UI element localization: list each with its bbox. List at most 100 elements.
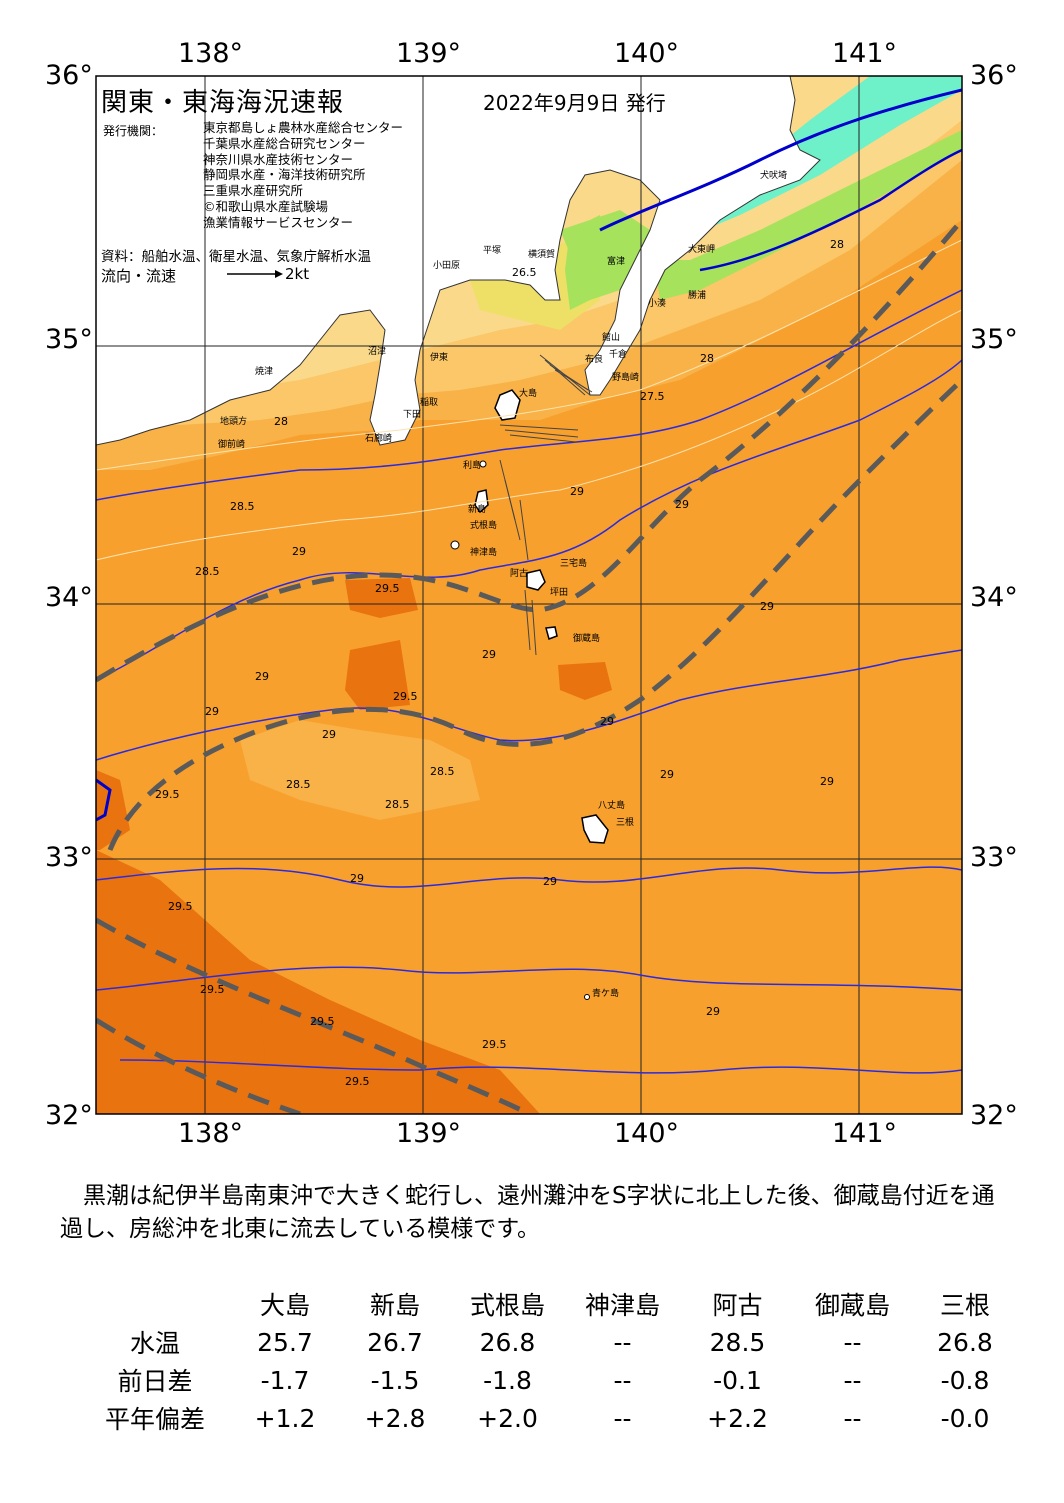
temperature-table: 大島 新島 式根島 神津島 阿古 御蔵島 三根 水温 25.7 26.7 26.… bbox=[80, 1285, 1020, 1437]
land-aogashima bbox=[584, 994, 590, 1000]
lon-tick-141-top: 141° bbox=[832, 38, 898, 69]
lat-tick-36-left: 36° bbox=[45, 60, 93, 91]
issue-date: 2022年9月9日 発行 bbox=[483, 91, 666, 115]
sea-29.5-patch-3 bbox=[558, 662, 612, 700]
table-row: 前日差 -1.7 -1.5 -1.8 -- -0.1 -- -0.8 bbox=[80, 1361, 1020, 1399]
contour-label: 28 bbox=[830, 238, 844, 251]
lat-tick-33-right: 33° bbox=[970, 842, 1018, 873]
place-label: 御蔵島 bbox=[573, 632, 600, 644]
flow-scale-value: 2kt bbox=[285, 265, 310, 283]
contour-label: 29 bbox=[660, 768, 674, 781]
place-label: 大島 bbox=[519, 387, 537, 399]
sea-29.5-patch-4 bbox=[260, 1010, 390, 1100]
contour-label: 29 bbox=[570, 485, 584, 498]
issuer-item: 漁業情報サービスセンター bbox=[203, 214, 354, 230]
contour-label: 29.5 bbox=[310, 1015, 335, 1028]
lat-tick-34-left: 34° bbox=[45, 582, 93, 613]
place-label: 大東岬 bbox=[688, 243, 715, 255]
table-cell: -- bbox=[613, 1327, 632, 1357]
place-label: 坪田 bbox=[550, 587, 568, 598]
contour-label: 29 bbox=[322, 728, 336, 741]
table-row: 平年偏差 +1.2 +2.8 +2.0 -- +2.2 -- -0.0 bbox=[80, 1399, 1020, 1437]
lat-tick-35-right: 35° bbox=[970, 324, 1018, 355]
contour-label: 29 bbox=[482, 648, 496, 661]
land-tokyo-bay-water bbox=[565, 215, 605, 310]
issuer-item: 静岡県水産・海洋技術研究所 bbox=[203, 167, 366, 183]
lat-tick-34-right: 34° bbox=[970, 582, 1018, 613]
place-label: 沼津 bbox=[368, 346, 386, 357]
contour-label: 29.5 bbox=[482, 1038, 507, 1051]
sea-29.5-patch-1 bbox=[345, 578, 418, 618]
table-cell: +1.2 bbox=[254, 1403, 316, 1433]
table-cell: 26.8 bbox=[937, 1327, 993, 1357]
contour-label: 29 bbox=[820, 775, 834, 788]
land-miyakejima bbox=[526, 569, 546, 591]
table-cell: -- bbox=[843, 1365, 862, 1395]
column-header: 阿古 bbox=[712, 1291, 763, 1320]
table-cell: -1.7 bbox=[260, 1365, 310, 1395]
table-cell: +2.0 bbox=[477, 1403, 538, 1433]
contour-label: 29 bbox=[292, 545, 306, 558]
lat-tick-35-left: 35° bbox=[45, 324, 93, 355]
flow-legend-label: 流向・流速 bbox=[101, 267, 177, 285]
table-cell: 26.7 bbox=[367, 1327, 423, 1357]
lat-tick-36-right: 36° bbox=[970, 60, 1018, 91]
sea-29.5-zone-west bbox=[96, 770, 130, 850]
table-cell: -0.0 bbox=[940, 1403, 990, 1433]
contour-label: 29 bbox=[255, 670, 269, 683]
lon-tick-139-bottom: 139° bbox=[396, 1118, 462, 1149]
minor-isotherms bbox=[96, 239, 962, 561]
place-label: 平塚 bbox=[483, 245, 501, 256]
issuer-item: 三重県水産研究所 bbox=[203, 183, 304, 199]
place-label: 石廊崎 bbox=[365, 432, 392, 444]
place-label: 野島崎 bbox=[612, 371, 639, 383]
contour-label: 27.5 bbox=[640, 390, 665, 403]
lon-tick-140-top: 140° bbox=[614, 38, 680, 69]
place-label: 稲取 bbox=[420, 396, 438, 408]
kuroshio-axis bbox=[96, 218, 962, 1114]
place-label: 式根島 bbox=[470, 519, 497, 531]
map-title: 関東・東海海況速報 bbox=[101, 88, 345, 118]
place-label: 館山 bbox=[602, 331, 620, 343]
place-label: 横須賀 bbox=[528, 248, 555, 260]
place-label: 新島 bbox=[468, 503, 486, 515]
sea-29.5-zone-south bbox=[96, 850, 540, 1114]
issuer-label: 発行機関： bbox=[103, 124, 164, 138]
current-vectors bbox=[499, 354, 593, 656]
land-honshu bbox=[96, 76, 821, 446]
contour-label: 29.5 bbox=[200, 983, 225, 996]
place-label: 犬吠埼 bbox=[760, 169, 787, 181]
row-label: 平年偏差 bbox=[104, 1405, 205, 1434]
lon-tick-138-top: 138° bbox=[178, 38, 244, 69]
contour-label: 28.5 bbox=[430, 765, 455, 778]
place-label: 伊東 bbox=[430, 351, 448, 363]
table-corner bbox=[80, 1285, 230, 1323]
table-cell: 26.8 bbox=[479, 1327, 536, 1357]
data-source: 資料：船舶水温、衛星水温、気象庁解析水温 bbox=[101, 249, 371, 265]
lon-tick-138-bottom: 138° bbox=[178, 1118, 244, 1149]
contour-label: 28.5 bbox=[385, 798, 410, 811]
map-frame bbox=[95, 75, 963, 1115]
place-label: 焼津 bbox=[255, 366, 273, 377]
place-label: 下田 bbox=[403, 409, 421, 420]
contour-label: 29 bbox=[600, 715, 614, 728]
lat-tick-32-left: 32° bbox=[45, 1100, 93, 1131]
place-label: 三宅島 bbox=[560, 557, 587, 569]
lat-tick-33-left: 33° bbox=[45, 842, 93, 873]
column-header: 神津島 bbox=[584, 1291, 660, 1320]
row-label: 水温 bbox=[129, 1329, 180, 1358]
column-header: 大島 bbox=[259, 1291, 310, 1320]
contour-label: 28.5 bbox=[230, 500, 255, 513]
land-kozushima bbox=[450, 540, 460, 550]
table-cell: -- bbox=[843, 1327, 862, 1357]
lon-tick-139-top: 139° bbox=[396, 38, 462, 69]
issuer-item: 千葉県水産総合研究センター bbox=[203, 135, 366, 151]
place-label: 地頭方 bbox=[220, 415, 247, 427]
table-cell: +2.8 bbox=[364, 1403, 426, 1433]
sea-28.5-zone-mid bbox=[240, 720, 480, 820]
lat-tick-32-right: 32° bbox=[970, 1100, 1018, 1131]
column-header: 式根島 bbox=[469, 1291, 545, 1320]
place-label: 布良 bbox=[585, 353, 603, 365]
issuer-list: 東京都島しょ農林水産総合センター 千葉県水産総合研究センター 神奈川県水産技術セ… bbox=[203, 120, 403, 231]
